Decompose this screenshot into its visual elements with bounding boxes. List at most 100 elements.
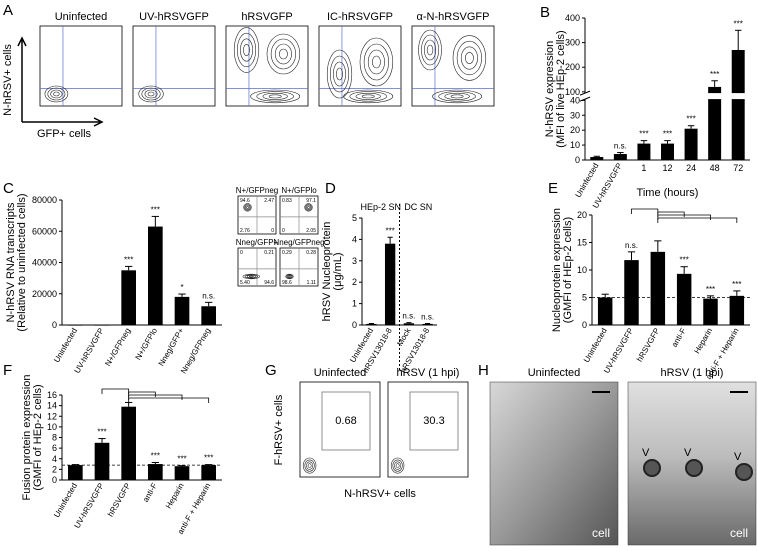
bar xyxy=(703,298,718,325)
inset-title: Nneg/GFP+ xyxy=(236,238,279,247)
panel-letter: E xyxy=(548,180,558,197)
y-axis-label: F-hRSV+ cells xyxy=(273,394,285,465)
y-axis-label: (MFI of live HEp-2 cells) xyxy=(555,30,567,147)
flow-plot-title: Uninfected xyxy=(314,367,367,379)
panel-letter: D xyxy=(325,180,336,197)
quadrant-value: 94.6 xyxy=(240,198,250,204)
y-tick-label: 1 xyxy=(352,299,357,309)
bar xyxy=(650,251,666,325)
flow-plot-title: hRSVGFP xyxy=(241,11,292,23)
significance-label: *** xyxy=(732,280,741,289)
bar xyxy=(613,154,627,160)
significance-label: n.s. xyxy=(202,291,215,300)
contour xyxy=(278,48,288,60)
y-tick-label: 30 xyxy=(570,110,580,120)
comparison-bracket xyxy=(657,214,711,220)
significance-label: n.s. xyxy=(614,142,627,151)
quadrant-value: 94.6 xyxy=(264,280,274,286)
quadrant-value: 97.1 xyxy=(306,198,316,204)
y-axis-label: hRSV Nucleoprotein xyxy=(321,222,333,322)
y-tick-label: 40000 xyxy=(32,258,57,268)
x-tick-label: Uninfected xyxy=(582,327,609,365)
contour xyxy=(138,85,164,103)
y-tick-label: 4 xyxy=(352,234,357,244)
y-axis-label: (Relative to uninfected cells) xyxy=(16,193,28,331)
bar xyxy=(121,270,136,325)
panel-letter: B xyxy=(540,4,550,21)
virion-label: V xyxy=(734,451,742,463)
y-tick-label: 0 xyxy=(582,320,587,330)
contour xyxy=(421,34,439,66)
comparison-bracket xyxy=(128,394,183,400)
contour xyxy=(262,92,288,100)
contour xyxy=(418,29,442,71)
significance-label: *** xyxy=(679,256,688,265)
bar xyxy=(676,273,692,325)
contour xyxy=(248,275,254,278)
axis-line xyxy=(579,90,591,96)
contour xyxy=(270,38,297,70)
x-tick-label: 1 xyxy=(641,163,646,173)
y-tick-label: 0 xyxy=(52,475,57,485)
comparison-bracket xyxy=(657,217,738,223)
y-tick-label: 100 xyxy=(565,87,580,97)
group-label: DC SN xyxy=(404,202,432,212)
comparison-bracket xyxy=(631,208,659,214)
bar xyxy=(366,323,377,325)
contour xyxy=(460,46,478,70)
inset-title: Nneg/GFPneg xyxy=(273,238,324,247)
significance-label: *** xyxy=(706,285,715,294)
contour xyxy=(326,49,353,99)
contour xyxy=(392,459,403,472)
y-tick-label: 4 xyxy=(52,454,57,464)
quadrant-value: 0.28 xyxy=(306,250,316,256)
gate xyxy=(409,391,459,451)
axis-break xyxy=(580,93,751,100)
y-tick-label: 15 xyxy=(577,238,587,248)
y-tick-label: 12 xyxy=(47,411,57,421)
axis-line xyxy=(579,96,591,102)
micrograph xyxy=(489,381,619,546)
x-axis-label: GFP+ cells xyxy=(37,128,92,140)
contour xyxy=(287,275,292,278)
bar xyxy=(729,295,745,325)
significance-label: *** xyxy=(151,451,160,460)
quadrant-value: 2.47 xyxy=(264,198,274,204)
significance-label: * xyxy=(180,283,183,292)
contour xyxy=(144,89,158,99)
x-tick-label: anti-F xyxy=(141,481,159,503)
y-tick-label: 16 xyxy=(47,390,57,400)
contour xyxy=(302,457,317,474)
contour xyxy=(285,273,294,280)
x-tick-label: 12 xyxy=(662,163,672,173)
y-axis-label: (GMFI of HEp-2 cells) xyxy=(32,384,44,490)
bar xyxy=(403,323,415,325)
image-title: hRSV (1 hpi) xyxy=(661,367,724,379)
contour xyxy=(359,37,394,87)
contour xyxy=(147,91,155,97)
contour xyxy=(47,87,66,101)
flow-plot-title: α-N-hRSVGFP xyxy=(417,11,490,23)
contour xyxy=(244,274,258,279)
significance-label: *** xyxy=(686,115,695,124)
x-tick-label: hRSVGFP xyxy=(106,482,132,519)
flow-plot-title: UV-hRSVGFP xyxy=(139,11,209,23)
contour xyxy=(336,67,343,81)
flow-plot-frame xyxy=(299,381,381,478)
y-tick-label: 200 xyxy=(565,62,580,72)
contour xyxy=(244,204,251,211)
quadrant-value: 2.76 xyxy=(240,228,250,234)
axis-arrow xyxy=(17,36,104,127)
contour xyxy=(243,203,252,212)
virion xyxy=(643,459,661,477)
gate xyxy=(321,391,371,451)
significance-label: *** xyxy=(204,454,213,463)
contour xyxy=(242,273,260,280)
x-tick-label: Uninfected xyxy=(574,162,601,200)
significance-label: *** xyxy=(177,455,186,464)
contour xyxy=(304,203,313,212)
contour xyxy=(438,91,476,102)
bar xyxy=(148,226,163,325)
panel-letter: F xyxy=(3,362,12,379)
significance-label: n.s. xyxy=(421,313,434,322)
